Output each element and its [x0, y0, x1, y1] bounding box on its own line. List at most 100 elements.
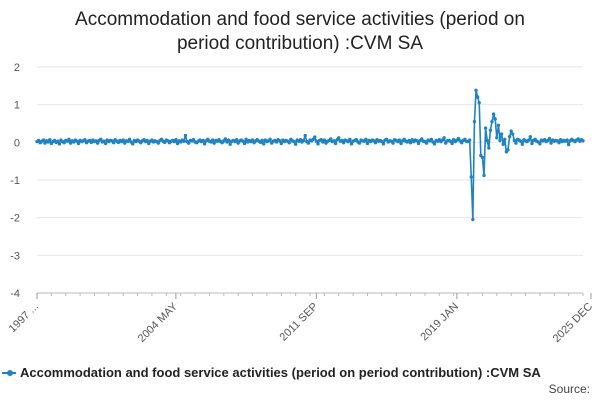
gridlines [37, 66, 583, 294]
chart-title: Accommodation and food service activitie… [0, 8, 600, 56]
data-point [67, 137, 71, 142]
data-point [341, 141, 346, 145]
data-point [381, 142, 386, 146]
data-point [565, 138, 569, 142]
data-point [495, 136, 499, 140]
data-point [472, 119, 477, 124]
y-tick-label: -1 [10, 175, 20, 187]
data-point [287, 141, 291, 145]
data-point [306, 141, 311, 145]
data-point [408, 141, 413, 145]
data-point [111, 141, 116, 145]
data-point [121, 138, 125, 142]
data-point [528, 134, 533, 139]
data-point [212, 141, 216, 145]
y-tick-label: 0 [14, 137, 20, 149]
data-point [301, 138, 306, 143]
data-point [581, 139, 585, 143]
data-point [332, 139, 336, 143]
source-label: Source: [548, 382, 590, 396]
data-point [490, 119, 494, 124]
data-point [322, 138, 327, 142]
data-point [202, 142, 207, 146]
data-point [279, 141, 283, 146]
data-point [416, 141, 421, 146]
data-point [415, 139, 419, 143]
data-point [442, 136, 446, 140]
data-point [506, 148, 510, 152]
data-point [503, 137, 507, 142]
y-tick-label: 1 [14, 100, 20, 112]
data-point [175, 141, 180, 146]
data-point [99, 137, 103, 142]
data-point [277, 139, 282, 143]
data-point [557, 141, 561, 145]
x-tick-label: 2025 DEC [551, 301, 595, 345]
x-tick-label: 2019 JAN [418, 301, 461, 344]
data-point [201, 138, 205, 143]
data-point [333, 141, 338, 146]
data-point [547, 136, 552, 141]
chart-title-line-1: Accommodation and food service activitie… [75, 9, 525, 30]
data-point [485, 138, 489, 143]
data-point [48, 138, 52, 142]
series-line [36, 89, 584, 221]
data-point [174, 138, 178, 142]
data-point [491, 112, 496, 116]
data-point [127, 137, 132, 142]
data-point [450, 141, 454, 146]
data-point [314, 139, 319, 143]
x-tick-label: 2011 SEP [278, 301, 321, 344]
data-point [509, 129, 513, 133]
data-point [357, 141, 362, 145]
chart-title-line-2: period contribution) :CVM SA [176, 33, 424, 54]
data-point [349, 142, 354, 146]
y-tick-label: -4 [10, 288, 20, 300]
data-point [303, 133, 307, 138]
series [35, 88, 585, 222]
data-point [397, 138, 402, 142]
data-point [244, 137, 248, 142]
legend-marker-icon [7, 370, 13, 376]
data-point [566, 142, 571, 147]
data-point [156, 141, 161, 145]
data-point [57, 142, 62, 146]
data-point [329, 137, 333, 141]
data-point [487, 146, 491, 150]
data-point [519, 139, 523, 143]
data-point [530, 141, 534, 146]
legend[interactable]: Accommodation and food service activitie… [0, 363, 600, 383]
data-point [103, 141, 108, 146]
data-point [242, 141, 247, 146]
data-point [520, 142, 525, 146]
data-point [512, 138, 517, 143]
y-tick-label: -3 [10, 250, 20, 262]
data-point [250, 138, 255, 142]
data-point [527, 138, 531, 142]
data-point [482, 173, 486, 178]
data-point [41, 138, 46, 142]
data-point [260, 138, 264, 143]
data-point [483, 126, 488, 130]
data-point [499, 132, 504, 136]
data-point [292, 139, 296, 144]
data-point [514, 141, 518, 145]
data-point [538, 142, 542, 146]
data-point [432, 142, 437, 146]
data-point [474, 88, 478, 93]
data-point [471, 217, 475, 222]
data-point [429, 137, 434, 142]
data-point [399, 141, 403, 146]
data-point [364, 137, 368, 142]
data-point [501, 142, 505, 146]
data-point [498, 138, 502, 143]
data-point [391, 141, 395, 145]
data-point [95, 141, 100, 145]
data-point [183, 133, 188, 138]
data-point [475, 95, 480, 99]
data-point [477, 101, 481, 105]
data-point [234, 138, 239, 142]
data-point [131, 142, 135, 146]
data-point [373, 141, 378, 145]
